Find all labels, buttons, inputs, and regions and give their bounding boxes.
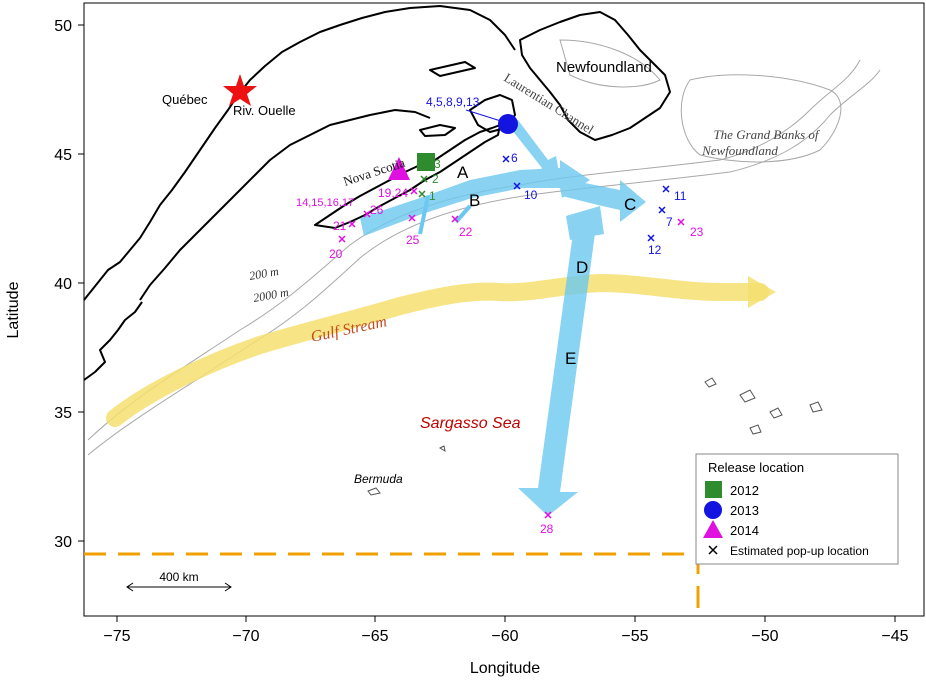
- tags-19-24: 19,24: [378, 186, 408, 200]
- label-quebec: Québec: [162, 92, 208, 107]
- tag-22: 22: [459, 225, 473, 239]
- tag-20: 20: [329, 247, 343, 261]
- legend-2012-label: 2012: [730, 483, 759, 498]
- y-tick-label: 40: [54, 276, 72, 293]
- tag-6: 6: [511, 151, 518, 165]
- x-tick-label: −65: [361, 628, 388, 645]
- legend-2013-circle: [704, 501, 722, 519]
- x-tick-label: −75: [103, 628, 130, 645]
- x-axis-title: Longitude: [470, 660, 540, 677]
- release-2014-triangle: [388, 157, 410, 180]
- tag-21: 21: [333, 219, 347, 233]
- legend-2012-square: [705, 481, 722, 498]
- route-label-c: C: [624, 195, 636, 214]
- scale-bar: 400 km: [126, 570, 232, 592]
- y-tick-label: 45: [54, 147, 72, 164]
- popup-markers: [338, 155, 685, 519]
- tag-28: 28: [540, 522, 554, 536]
- popup-leader-line: [465, 109, 505, 123]
- legend-2014-triangle: [703, 520, 723, 538]
- route-label-e: E: [565, 349, 576, 368]
- release-2013-circle: [498, 114, 518, 134]
- legend-box: [695, 453, 899, 565]
- tags-14-17: 14,15,16,17: [296, 197, 354, 209]
- tag-26: 26: [370, 203, 384, 217]
- tag-3: 3: [434, 157, 441, 171]
- label-bermuda: Bermuda: [354, 472, 403, 486]
- label-grand-banks-2: Newfoundland: [701, 143, 778, 158]
- label-sargasso-sea: Sargasso Sea: [420, 415, 521, 432]
- label-grand-banks-1: The Grand Banks of: [713, 127, 820, 142]
- x-axis: −75 −70 −65 −60 −55 −50 −45 Longitude: [103, 616, 909, 677]
- tag-2: 2: [432, 172, 439, 186]
- y-tick-label: 30: [54, 534, 72, 551]
- x-tick-label: −70: [232, 628, 259, 645]
- y-axis-title: Latitude: [5, 281, 22, 338]
- x-tick-label: −60: [491, 628, 518, 645]
- tag-23: 23: [690, 225, 704, 239]
- route-label-d: D: [576, 258, 588, 277]
- tag-10: 10: [524, 188, 538, 202]
- label-riv-ouelle: Riv. Ouelle: [233, 103, 296, 118]
- label-isobath-2000m: 2000 m: [252, 285, 290, 305]
- route-label-a: A: [457, 163, 469, 182]
- label-isobath-200m: 200 m: [248, 264, 280, 283]
- x-tick-label: −55: [621, 628, 648, 645]
- migration-arrows: [360, 120, 646, 516]
- scale-bar-label: 400 km: [159, 570, 198, 584]
- release-2012-square: [417, 153, 435, 171]
- riv-ouelle-star: [223, 74, 257, 106]
- popup-tag-labels: 4,5,8,9,13 3 2 1 19,24 14,15,16,17 26 21…: [296, 95, 704, 536]
- gulf-stream-arrowhead: [748, 276, 776, 308]
- y-tick-label: 35: [54, 405, 72, 422]
- y-axis: 50 45 40 35 30 Latitude: [5, 18, 84, 551]
- y-tick-label: 50: [54, 18, 72, 35]
- tag-11: 11: [674, 189, 687, 203]
- route-label-b: B: [469, 191, 480, 210]
- tags-4-13: 4,5,8,9,13: [426, 95, 480, 109]
- legend-2014-label: 2014: [730, 523, 759, 538]
- legend-title: Release location: [708, 460, 804, 475]
- tag-12: 12: [648, 243, 662, 257]
- tag-1: 1: [429, 189, 436, 203]
- route-letters: A B C D E: [457, 163, 636, 368]
- x-tick-label: −45: [881, 628, 908, 645]
- gulf-stream-band: [106, 273, 769, 427]
- route-lines: [418, 195, 472, 235]
- small-islands: [367, 377, 823, 496]
- legend-popup-label: Estimated pop-up location: [730, 544, 869, 558]
- x-tick-label: −50: [751, 628, 778, 645]
- legend: Release location 2012 2013 2014 Estimate…: [695, 453, 899, 565]
- label-newfoundland: Newfoundland: [556, 59, 652, 76]
- legend-2013-label: 2013: [730, 503, 759, 518]
- legend-popup-x-icon: [708, 545, 718, 555]
- tag-7: 7: [666, 215, 673, 229]
- tag-25: 25: [406, 233, 420, 247]
